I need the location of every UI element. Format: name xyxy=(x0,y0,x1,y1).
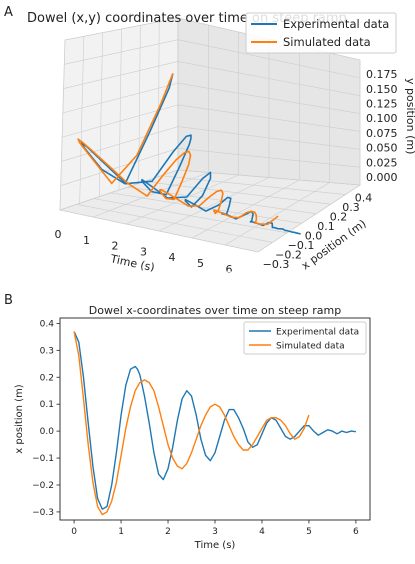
x-tick-label-a-2: 2 xyxy=(112,240,119,253)
y-tick-label-a-0: −0.3 xyxy=(263,258,290,271)
legend-b-label-simulated: Simulated data xyxy=(276,342,345,352)
z-tick-label-a-6: 0.150 xyxy=(366,83,398,96)
grid-left-h-5 xyxy=(63,61,179,89)
chart-b-title: Dowel x-coordinates over time on steep r… xyxy=(89,304,342,317)
grid-left-v-4 xyxy=(138,25,141,184)
grid-floor-b-5 xyxy=(224,182,330,246)
series-b-experimental-line xyxy=(73,331,356,510)
x-tick-label-a-0: 0 xyxy=(55,228,62,241)
grid-left-h-2 xyxy=(61,126,179,162)
y-tick-label-b-6: 0.3 xyxy=(40,346,54,356)
panel-b: B Dowel x-coordinates over time on steep… xyxy=(4,293,371,551)
legend-b-box xyxy=(243,321,367,355)
grid-left-v-1 xyxy=(79,36,85,204)
legend-a-label-simulated: Simulated data xyxy=(283,35,371,49)
z-tick-label-a-7: 0.175 xyxy=(366,68,398,81)
x-tick-label-b-5: 5 xyxy=(306,527,312,537)
y-tick-label-b-5: 0.2 xyxy=(40,373,54,383)
x-tick-label-a-4: 4 xyxy=(169,251,176,264)
grid-3d xyxy=(59,17,361,253)
y-tick-label-b-7: 0.4 xyxy=(40,319,55,329)
legend-b-label-experimental: Experimental data xyxy=(276,328,359,338)
legend-b: Experimental data Simulated data xyxy=(243,321,367,355)
z-tick-label-a-3: 0.075 xyxy=(366,127,398,140)
y-tick-label-a-5: 0.2 xyxy=(330,211,348,224)
x-tick-label-b-6: 6 xyxy=(353,527,359,537)
tick-labels-3d: 0 1 2 3 4 5 6 −0.3−0.2−0.10.00.10.20.30.4 0.000 0… xyxy=(55,68,398,276)
z-tick-label-a-1: 0.025 xyxy=(366,156,398,169)
legend-a-label-experimental: Experimental data xyxy=(283,17,389,31)
curves-3d xyxy=(77,73,301,235)
y-tick-label-a-2: −0.1 xyxy=(288,239,315,252)
z-tick-label-a-5: 0.125 xyxy=(366,98,398,111)
grid-left-v-0 xyxy=(59,39,66,211)
y-tick-label-a-3: 0.0 xyxy=(305,230,323,243)
x-tick-label-a-1: 1 xyxy=(83,234,90,247)
grid-left-h-4 xyxy=(62,82,179,114)
grid-left-v-3 xyxy=(118,28,122,191)
y-tick-label-a-4: 0.1 xyxy=(317,220,335,233)
y-tick-label-a-1: −0.2 xyxy=(275,249,302,262)
x-tick-label-b-4: 4 xyxy=(259,527,265,537)
grid-floor-b-6 xyxy=(257,184,361,253)
grid-floor-b-3 xyxy=(158,177,270,232)
grid-floor-b-4 xyxy=(191,179,300,239)
chart-a-zlabel: y position (m) xyxy=(404,78,415,154)
y-tick-label-b-3: 0.0 xyxy=(40,427,55,437)
chart-b-xlabel: Time (s) xyxy=(194,540,236,551)
y-tick-label-b-2: −0.1 xyxy=(32,454,54,464)
series-b-simulated-line xyxy=(73,331,310,516)
z-tick-label-a-0: 0.000 xyxy=(366,171,398,184)
grid-floor-b-0 xyxy=(59,169,179,211)
y-tick-label-a-7: 0.4 xyxy=(355,192,373,205)
chart-a-xlabel: Time (s) xyxy=(108,252,155,274)
grid-left-h-1 xyxy=(60,147,179,187)
y-tick-label-b-0: −0.3 xyxy=(32,508,54,518)
y-tick-label-b-4: 0.1 xyxy=(40,400,54,410)
grid-floor-b-1 xyxy=(92,172,209,218)
x-tick-label-b-0: 0 xyxy=(71,527,77,537)
legend-a-box xyxy=(245,12,397,54)
x-tick-label-a-3: 3 xyxy=(140,245,147,258)
grid-floor-b-2 xyxy=(125,174,239,225)
panel-b-letter: B xyxy=(4,293,13,308)
x-tick-label-a-6: 6 xyxy=(226,263,233,276)
x-tick-label-b-3: 3 xyxy=(212,527,218,537)
panel-a: A 0 1 2 3 4 5 6 −0.3−0.2−0.10.00.10.20.30.4 0.00… xyxy=(4,5,415,276)
grid-left-v-5 xyxy=(158,21,160,177)
chart-b-ylabel: x position (m) xyxy=(14,384,25,454)
z-tick-label-a-2: 0.050 xyxy=(366,142,398,155)
tick-labels-b: 0 1 2 3 4 5 6 −0.3 −0.2 −0.1 0.0 0.1 0.2 0.3 0.4 xyxy=(32,319,359,537)
x-tick-label-a-5: 5 xyxy=(197,257,204,270)
curves-b xyxy=(73,331,356,516)
x-tick-label-b-1: 1 xyxy=(118,527,124,537)
panel-a-letter: A xyxy=(4,5,13,20)
series-a-simulated-line xyxy=(77,73,279,226)
legend-a: Experimental data Simulated data xyxy=(245,12,397,54)
series-a-experimental-line xyxy=(80,73,301,235)
y-tick-label-a-6: 0.3 xyxy=(342,201,360,214)
y-tick-label-b-1: −0.2 xyxy=(32,481,54,491)
grid-left-h-6 xyxy=(64,39,179,65)
grid-left-h-7 xyxy=(64,17,179,41)
x-tick-label-b-2: 2 xyxy=(165,527,171,537)
z-tick-label-a-4: 0.100 xyxy=(366,112,398,125)
